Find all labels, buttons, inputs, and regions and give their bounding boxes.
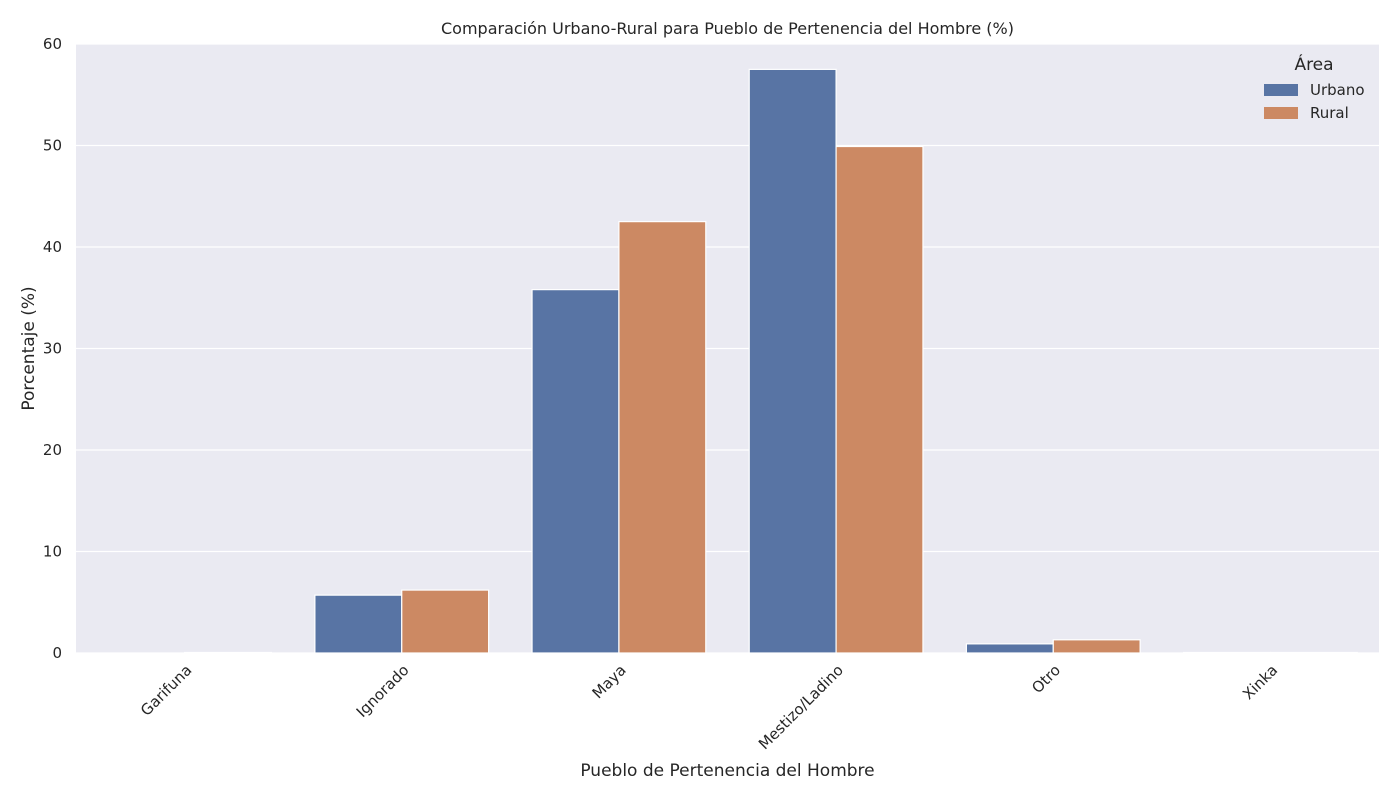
bars: [183, 68, 1358, 654]
bar-urbano-6: [1182, 651, 1272, 654]
y-tick-label: 50: [43, 137, 62, 155]
legend-swatch-rural: [1264, 107, 1298, 119]
bar-urbano-3: [531, 289, 620, 654]
legend-label-urbano: Urbano: [1310, 81, 1365, 99]
bar-rural-2: [401, 589, 490, 654]
y-tick-label: 60: [43, 35, 62, 53]
bar-rural-3: [618, 221, 707, 654]
bar-urbano-4: [748, 68, 837, 654]
y-tick-label: 0: [52, 644, 62, 662]
x-tick-label: Ignorado: [353, 661, 413, 721]
bar-rural-5: [1052, 639, 1141, 654]
x-tick-label: Otro: [1028, 661, 1064, 697]
x-axis-ticks: Garifuna Ignorado Maya Mestizo/Ladino Otro Xi…: [137, 661, 1281, 753]
bar-urbano-5: [965, 643, 1054, 654]
x-tick-label: Xinka: [1239, 661, 1281, 703]
x-tick-label: Maya: [589, 661, 630, 702]
legend-title: Área: [1294, 53, 1333, 75]
x-tick-label: Mestizo/Ladino: [755, 661, 847, 753]
bar-rural-6: [1269, 651, 1358, 654]
bar-rural-4: [835, 145, 924, 654]
y-tick-label: 20: [43, 441, 62, 459]
gridlines: [76, 43, 1379, 654]
x-tick-label: Garifuna: [137, 661, 195, 719]
chart-title: Comparación Urbano-Rural para Pueblo de …: [441, 19, 1014, 38]
legend-label-rural: Rural: [1310, 104, 1349, 122]
y-tick-label: 10: [43, 543, 62, 561]
legend: Área Urbano Rural: [1264, 53, 1365, 122]
x-axis-label: Pueblo de Pertenencia del Hombre: [580, 761, 874, 781]
y-axis-label: Porcentaje (%): [19, 286, 39, 410]
y-axis-ticks: 0 10 20 30 40 50 60: [43, 35, 62, 662]
y-tick-label: 30: [43, 340, 62, 358]
y-tick-label: 40: [43, 238, 62, 256]
bar-rural-1: [183, 651, 273, 654]
legend-swatch-urbano: [1264, 84, 1298, 96]
bar-urbano-2: [314, 594, 403, 654]
